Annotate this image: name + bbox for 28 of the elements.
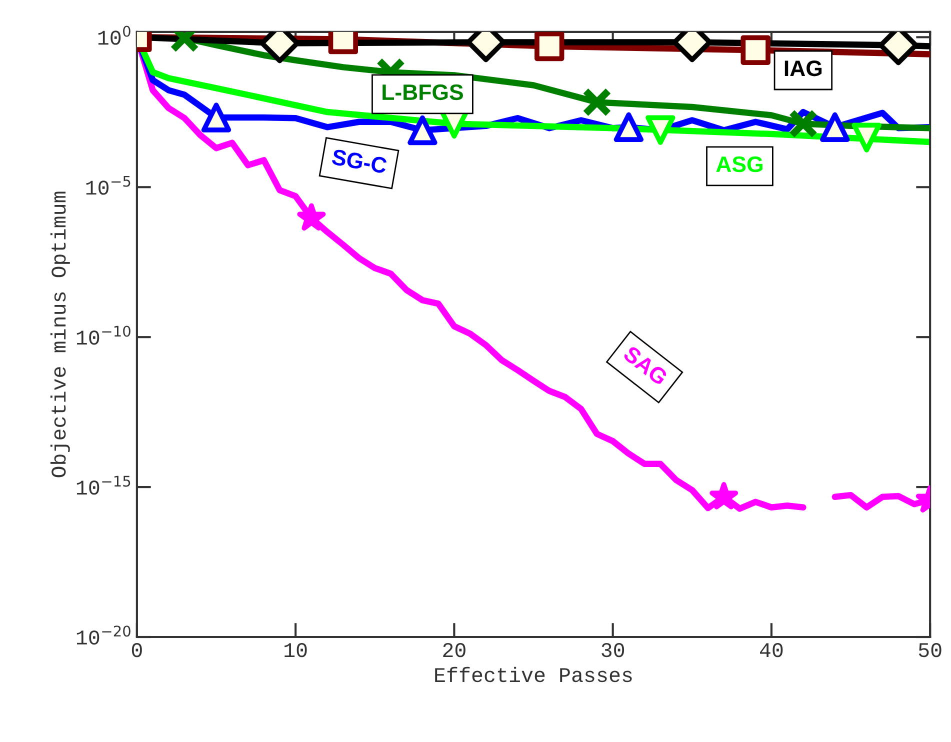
x-tick-label: 40 (760, 643, 783, 658)
text: SAG (622, 344, 668, 386)
point (740, 35, 770, 65)
x-tick-label: 30 (602, 643, 624, 658)
y-tick-label: 10$^{0}$ (98, 26, 130, 45)
series-label: ASG (716, 156, 762, 172)
point (408, 115, 438, 146)
y-tick-label: 10$^{−10}$ (76, 326, 130, 345)
y-tick-label: 10$^{−15}$ (76, 476, 130, 495)
y-axis-title: Objective minus Optimum (50, 192, 70, 478)
text: SG-C (331, 148, 388, 174)
point (534, 32, 564, 62)
x-axis-title: Effective Passes (435, 666, 632, 682)
point (297, 203, 326, 231)
point (710, 482, 738, 510)
point (820, 112, 850, 142)
y-tick-label: 10$^{−5}$ (86, 176, 130, 195)
point (614, 112, 644, 142)
x-tick-label: 10 (284, 643, 307, 658)
point (201, 102, 232, 132)
series-label: L-BFGS (382, 84, 463, 100)
x-tick-label: 0 (132, 643, 142, 658)
point (646, 115, 676, 145)
series-label: IAG (784, 60, 822, 76)
point (852, 122, 882, 152)
x-tick-label: 50 (918, 643, 942, 658)
y-tick-label: 10$^{−20}$ (76, 626, 130, 645)
x-tick-label: 20 (443, 643, 466, 658)
